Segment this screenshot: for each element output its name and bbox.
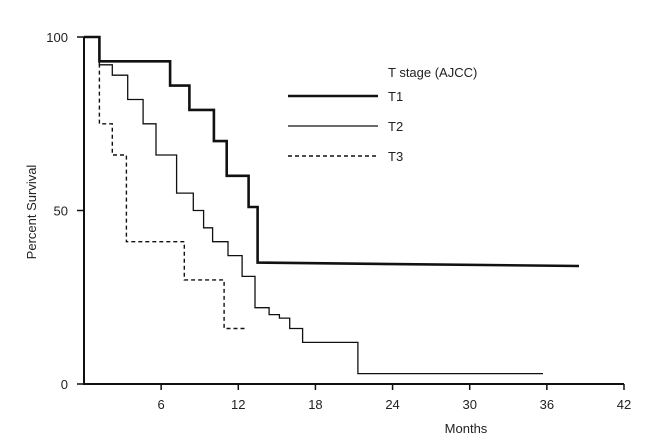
- legend: T stage (AJCC) T1 T2 T3: [288, 65, 477, 164]
- legend-label-t3: T3: [388, 149, 403, 164]
- x-axis-label: Months: [445, 421, 488, 436]
- y-tick-label: 50: [54, 204, 68, 219]
- x-tick-label: 18: [308, 397, 322, 412]
- legend-label-t1: T1: [388, 89, 403, 104]
- legend-label-t2: T2: [388, 119, 403, 134]
- axes: 0 50 100 6 12 18 24 30 36 42: [46, 30, 631, 412]
- y-tick-label: 0: [61, 377, 68, 392]
- legend-title: T stage (AJCC): [388, 65, 477, 80]
- y-ticks: 0 50 100: [46, 30, 84, 392]
- legend-items: T1 T2 T3: [288, 89, 403, 164]
- x-tick-label: 36: [540, 397, 554, 412]
- x-tick-label: 24: [385, 397, 399, 412]
- series-layer: [84, 35, 580, 375]
- x-tick-label: 30: [462, 397, 476, 412]
- y-tick-label: 100: [46, 30, 68, 45]
- y-axis-label: Percent Survival: [24, 165, 39, 260]
- x-ticks: 6 12 18 24 30 36 42: [158, 384, 631, 412]
- series-line-t3: [84, 36, 248, 330]
- x-tick-label: 6: [158, 397, 165, 412]
- series-line-t2: [84, 36, 543, 375]
- x-tick-label: 42: [617, 397, 631, 412]
- series-line-t1: [84, 35, 580, 268]
- x-tick-label: 12: [231, 397, 245, 412]
